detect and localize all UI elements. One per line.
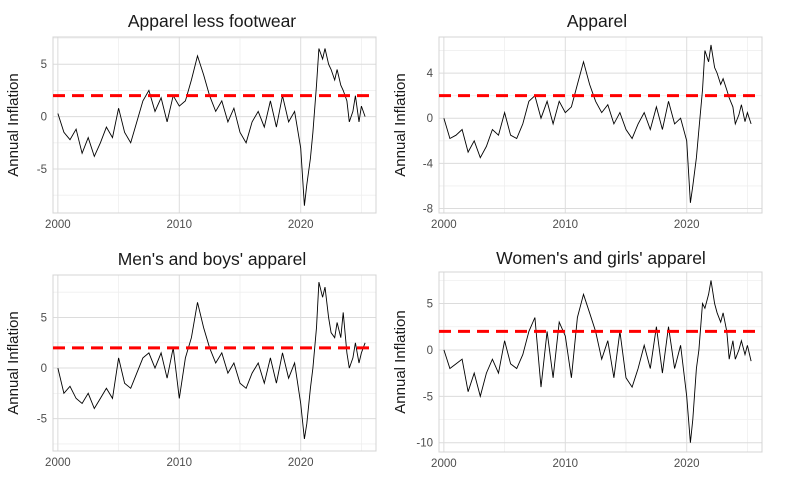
series-line (57, 281, 366, 439)
x-tick-label: 2010 (552, 219, 578, 231)
y-tick-label: -5 (37, 414, 47, 426)
panel-border (438, 36, 763, 214)
x-tick-label: 2020 (288, 219, 314, 231)
y-tick-label: -5 (37, 164, 47, 176)
y-tick-label: 0 (427, 345, 433, 357)
y-axis-label: Annual Inflation (392, 310, 409, 413)
series-line (443, 44, 752, 203)
x-tick-label: 2010 (552, 458, 578, 470)
y-tick-label: 0 (41, 112, 47, 124)
x-tick-label: 2000 (45, 219, 71, 231)
x-tick-label: 2020 (674, 458, 700, 470)
x-tick-label: 2020 (674, 219, 700, 231)
panel-border (52, 36, 377, 214)
y-tick-label: 4 (427, 68, 434, 80)
series-line (57, 48, 366, 206)
y-tick-label: 5 (41, 312, 47, 324)
chart-panel-1: 2000 2010 2020 -5 0 5 Apparel less footwear Ann… (5, 11, 377, 231)
y-tick-label: 5 (41, 59, 47, 71)
panel-border (438, 271, 763, 453)
y-tick-label: -8 (423, 203, 433, 215)
chart-panel-2: 2000 2010 2020 -8 -4 0 4 Apparel Annual Inflatio… (392, 11, 763, 231)
chart-title: Men's and boys' apparel (118, 249, 307, 269)
x-tick-label: 2010 (166, 219, 192, 231)
y-tick-label: 0 (427, 113, 433, 125)
series-line (443, 280, 752, 443)
y-tick-label: -10 (416, 438, 433, 450)
x-tick-label: 2010 (166, 457, 192, 469)
x-tick-label: 2020 (288, 457, 314, 469)
y-tick-label: -5 (423, 391, 433, 403)
y-tick-label: 0 (41, 363, 47, 375)
y-axis-label: Annual Inflation (5, 73, 22, 176)
y-tick-label: 5 (427, 299, 433, 311)
y-axis-label: Annual Inflation (392, 73, 409, 176)
chart-title: Women's and girls' apparel (496, 248, 706, 268)
x-tick-label: 2000 (431, 458, 457, 470)
chart-panel-3: 2000 2010 2020 -5 0 5 Men's and boys' apparel A… (5, 249, 377, 469)
panel-border (52, 274, 377, 452)
x-tick-label: 2000 (45, 457, 71, 469)
chart-title: Apparel (567, 11, 627, 31)
chart-panel-4: 2000 2010 2020 -10 -5 0 5 Women's and girls' ap… (392, 248, 763, 470)
y-tick-label: -4 (423, 158, 434, 170)
x-tick-label: 2000 (431, 219, 457, 231)
chart-title: Apparel less footwear (128, 11, 296, 31)
y-axis-label: Annual Inflation (5, 311, 22, 414)
